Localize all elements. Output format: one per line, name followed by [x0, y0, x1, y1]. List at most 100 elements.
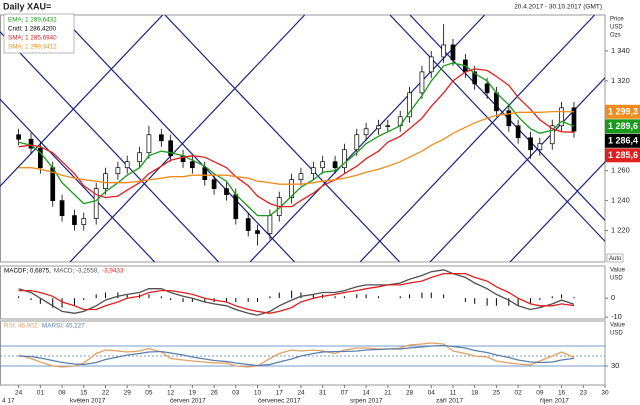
legend-entry: SMA; 1 299,3412 [8, 44, 57, 51]
histogram-bar [517, 298, 519, 306]
last-value-box [605, 148, 640, 163]
x-tick-label: 28 [406, 390, 414, 397]
y-axis-label: Ozs [610, 33, 621, 39]
y-axis-label: USD [610, 25, 623, 31]
last-value-label: 1 299,3 [608, 107, 638, 117]
histogram-bar [365, 294, 367, 299]
histogram-bar [170, 298, 172, 301]
histogram-bar [30, 298, 32, 301]
x-tick-label: 14 [362, 390, 370, 397]
histogram-bar [126, 294, 128, 299]
candle-body [342, 149, 347, 169]
histogram-bar [269, 296, 271, 299]
histogram-bar [191, 298, 193, 302]
histogram-bar [39, 298, 41, 304]
histogram-bar [530, 298, 532, 304]
histogram-bar [235, 298, 237, 302]
series-line [18, 269, 575, 316]
candle-body [441, 44, 447, 58]
legend-box [3, 13, 75, 54]
channel-line [509, 161, 605, 262]
y-tick-label: 1 220 [611, 226, 630, 235]
legend-entry: Cndl; 1 286,4200 [8, 26, 56, 33]
channel-line [164, 15, 401, 262]
histogram-bar [18, 296, 20, 299]
last-value-box [605, 133, 640, 148]
histogram-bar [430, 292, 432, 299]
series-line [18, 344, 575, 367]
y-tick-label: 1 320 [611, 76, 630, 85]
candle-body [515, 125, 521, 139]
candle-body [289, 179, 294, 198]
candle-body [255, 230, 260, 234]
histogram-bar [300, 292, 302, 299]
candle-body [16, 134, 21, 140]
histogram-bar [399, 296, 401, 299]
legend-entry: EMA; 1 289,6432 [8, 17, 57, 24]
histogram-bar [148, 294, 150, 299]
histogram-bar [551, 296, 553, 299]
candle-body [233, 194, 239, 219]
histogram-bar [573, 296, 575, 299]
y-axis-label: Price [610, 17, 624, 23]
candle-body [363, 128, 369, 136]
histogram-bar [356, 294, 358, 299]
histogram-bar [278, 292, 280, 299]
channel-line [0, 98, 156, 262]
x-tick-label: 03 [232, 390, 240, 397]
x-tick-label: 11 [450, 390, 457, 397]
histogram-bar [182, 298, 184, 302]
macd-panel-frame [0, 265, 606, 320]
x-tick-label: 10 [254, 390, 262, 397]
candle-body [537, 143, 543, 151]
histogram-bar [73, 298, 75, 306]
channel-line [0, 15, 164, 188]
candle-body [124, 161, 130, 169]
histogram-bar [204, 298, 206, 302]
x-tick-label: 19 [189, 390, 197, 397]
series-line [18, 342, 575, 368]
candle-body [494, 92, 499, 112]
legend-entry: SMA; 1 285,6940 [8, 35, 57, 42]
histogram-bar [464, 298, 466, 302]
x-tick-label: 22 [102, 390, 110, 397]
auto-label: Auto [609, 256, 622, 262]
candle-body [311, 167, 316, 175]
histogram-bar [83, 298, 85, 301]
panel-legend: RSI; 46,902; [4, 323, 39, 330]
month-label: červenec 2017 [258, 398, 301, 405]
panel-legend: MARSI; 45,227 [42, 323, 85, 330]
panel-legend: MACDF; 0,6875, [4, 268, 51, 275]
candle-body [484, 83, 490, 94]
histogram-bar [409, 294, 411, 299]
last-value-label: 1 286,4 [608, 136, 638, 146]
x-tick-label: 24 [297, 390, 305, 397]
series-line [18, 68, 575, 208]
y-tick-label: 1 340 [611, 46, 630, 55]
histogram-bar [312, 294, 314, 299]
series-line [18, 272, 575, 314]
last-value-box [605, 104, 640, 119]
candle-body [115, 167, 121, 175]
series-line [18, 110, 575, 185]
candle-body [354, 134, 360, 151]
channel-line [0, 30, 220, 262]
y-tick-label: 30 [611, 361, 619, 370]
candle-body [59, 200, 65, 216]
candle-body [267, 215, 273, 234]
channel-lines [0, 15, 605, 262]
candle-body [407, 92, 412, 118]
y-tick-label: 1 260 [611, 166, 630, 175]
x-tick-label: 08 [58, 390, 66, 397]
channel-line [69, 15, 306, 262]
last-value-label: 1 289,6 [608, 121, 638, 131]
histogram-bar [508, 298, 510, 306]
channel-line [429, 76, 605, 262]
legend: EMA; 1 289,6432 Cndl; 1 286,4200 SMA; 1 28… [8, 17, 57, 51]
month-label: červen 2017 [170, 398, 206, 405]
x-tick-label: 31 [319, 390, 327, 397]
candle-body [559, 107, 564, 127]
main-plot [16, 23, 577, 246]
